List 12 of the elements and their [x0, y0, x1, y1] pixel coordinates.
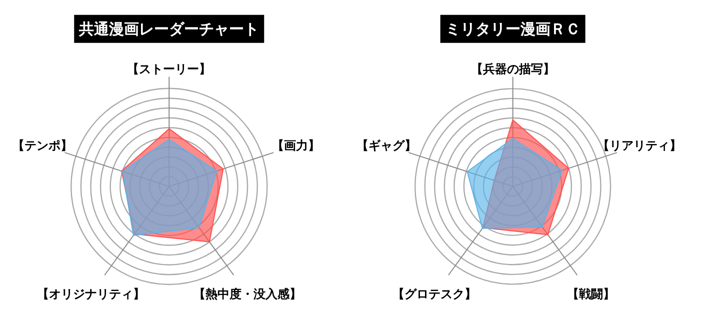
- spoke-label: 【画力】: [272, 138, 320, 152]
- spoke-label: 【テンポ】: [12, 138, 72, 152]
- spoke-label: 【ストーリー】: [127, 62, 212, 76]
- chart-title: ミリタリー漫画ＲＣ: [445, 20, 580, 38]
- spoke-label: 【グロテスク】: [392, 287, 477, 302]
- spoke-label: 【熱中度・没入感】: [194, 287, 302, 302]
- spoke-label: 【戦闘】: [566, 287, 615, 302]
- spoke-label: 【リアリティ】: [597, 138, 682, 152]
- spoke-label: 【オリジナリティ】: [36, 287, 145, 302]
- chart-title: 共通漫画レーダーチャート: [78, 20, 260, 38]
- spoke-label: 【兵器の描写】: [470, 62, 555, 76]
- spoke-label: 【ギャグ】: [356, 138, 416, 152]
